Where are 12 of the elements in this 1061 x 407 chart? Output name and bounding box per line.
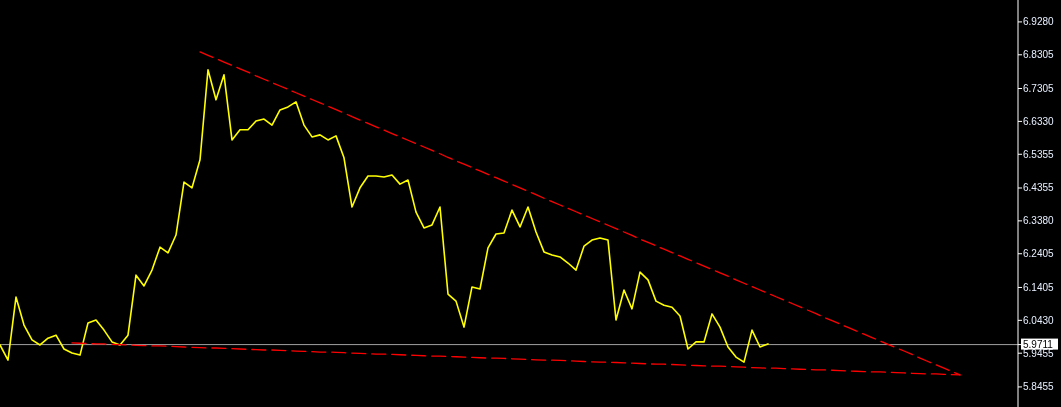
y-tick-label: 6.1405 [1023,281,1055,293]
y-tick-label: 6.4355 [1023,182,1055,194]
y-tick-label: 6.7305 [1023,83,1055,95]
y-tick-label: 6.5355 [1023,148,1055,160]
y-tick-label: 6.0430 [1023,314,1055,326]
y-tick-label: 5.8455 [1023,381,1055,393]
y-tick-label: 6.6330 [1023,115,1055,127]
y-tick-label: 6.2405 [1023,248,1055,260]
y-tick-label: 6.9280 [1023,16,1055,28]
y-tick-label: 6.8305 [1023,49,1055,61]
y-tick-label: 6.3380 [1023,215,1055,227]
line-series [0,69,769,363]
